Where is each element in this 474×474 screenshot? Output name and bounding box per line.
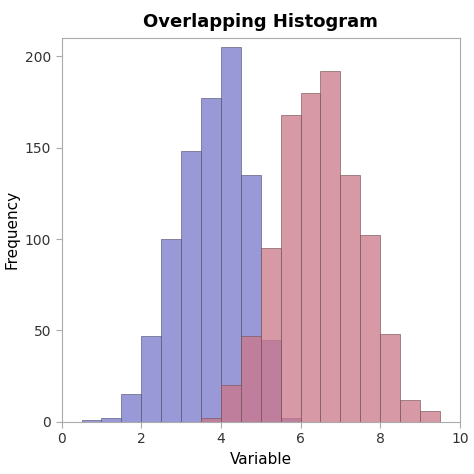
Bar xyxy=(261,339,281,422)
Bar xyxy=(201,418,221,422)
Bar xyxy=(201,98,221,422)
X-axis label: Variable: Variable xyxy=(229,452,292,467)
Bar xyxy=(380,334,400,422)
Bar xyxy=(261,248,281,422)
Bar xyxy=(101,418,121,422)
Bar xyxy=(141,336,161,422)
Bar xyxy=(400,400,420,422)
Bar xyxy=(181,151,201,422)
Bar xyxy=(221,47,241,422)
Bar xyxy=(301,93,320,422)
Bar xyxy=(360,236,380,422)
Bar xyxy=(82,420,101,422)
Bar xyxy=(281,418,301,422)
Bar xyxy=(121,394,141,422)
Title: Overlapping Histogram: Overlapping Histogram xyxy=(143,13,378,31)
Bar xyxy=(340,175,360,422)
Bar xyxy=(320,71,340,422)
Bar xyxy=(281,115,301,422)
Bar xyxy=(161,239,181,422)
Y-axis label: Frequency: Frequency xyxy=(4,191,19,269)
Bar xyxy=(420,411,440,422)
Bar xyxy=(221,385,241,422)
Bar xyxy=(241,336,261,422)
Bar xyxy=(241,175,261,422)
